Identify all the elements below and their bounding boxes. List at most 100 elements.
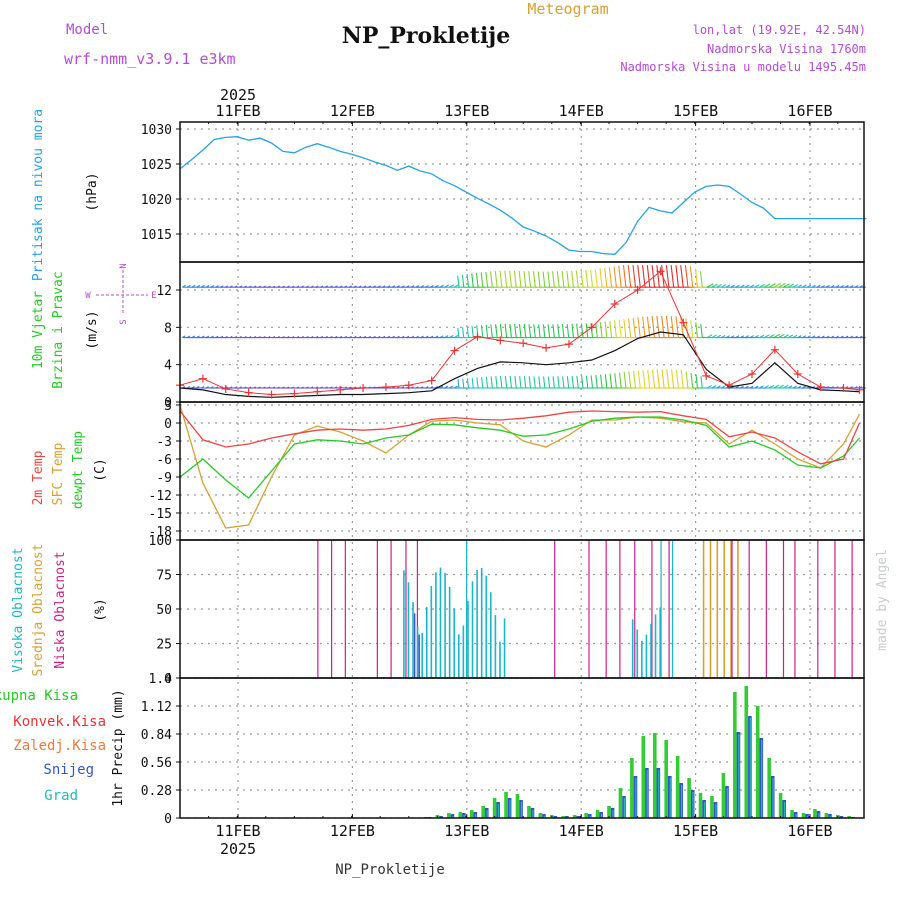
wind-barb [509,323,512,338]
wind-barb [618,372,622,389]
wind-barb [542,324,546,338]
cloud-bar [716,540,719,678]
wind-barb [466,326,470,338]
cloud-bar [723,540,725,678]
wind-barb [494,270,498,288]
precip-hail-bar [486,810,488,818]
precip-total-bar [492,798,497,818]
cloud-bar [654,614,657,678]
cloud-bar [462,625,465,678]
model-elevation-label: Nadmorska Visina u modelu 1495.45m [620,60,866,74]
precip-hail-bar [520,802,523,818]
pressure-unit: (hPa) [85,172,100,211]
wind-barb [480,325,484,338]
y-tick-label: 0.56 [141,756,172,771]
y-tick-label: 1025 [141,158,172,173]
cloud-bar [641,640,643,678]
cloud-bar [485,575,488,678]
cloud-bar [448,586,451,678]
wind-barb [566,376,570,389]
precip-legend-freezing: Zaledj.Kisa [13,738,106,754]
top-day-label: 15FEB [673,102,718,120]
wind-barb [599,268,603,288]
precip-total-bar [641,736,646,818]
wind-barb [504,375,508,389]
wind-barb [476,377,479,389]
wind-barb [627,265,632,288]
temp-title-line2: SFC Temp [51,443,66,506]
cloud-bar [403,570,405,678]
cloud-bar [331,540,333,678]
wind-barb [618,319,622,338]
precip-snow-bar [553,816,558,818]
cloud-bar [467,600,469,678]
year-top: 2025 [220,86,256,104]
cloud-bar [748,540,750,678]
cloud-bar [794,540,796,678]
wind-barb [656,315,660,338]
y-tick-label: -12 [149,489,172,504]
wind-barb [533,376,536,389]
wind-barb [457,379,460,389]
precip-total-bar [813,809,817,818]
cloud-bar [457,634,460,678]
wind-barb [690,320,694,338]
precip-hail-bar [692,792,694,818]
precip-snow-bar [565,816,569,818]
model-name: wrf-nmm_v3.9.1 e3km [64,50,236,68]
wind-barb [543,376,546,389]
cloud-bar [731,540,733,678]
cloud-title-line2: Srednja Oblacnost [31,543,46,676]
temp-unit: (C) [93,458,108,481]
wind-barb [689,266,694,288]
wind-barb [778,282,786,288]
wind-barb [532,271,536,288]
cloud-bar [476,569,478,678]
wind-barb [485,271,489,288]
wind-barb [466,378,470,389]
wind-barb [647,369,651,389]
cloud-bar [851,540,853,678]
y-tick-label: 0 [164,396,172,411]
cloud-bar [421,632,423,678]
precip-total-bar [733,692,737,818]
wind-barb [547,271,551,288]
precip-total-bar [790,810,794,818]
wind-barb [481,377,484,389]
precip-total-bar [458,812,463,818]
wind-barb [590,269,594,288]
panel-frames [176,121,865,819]
precip-total-bar [618,788,623,818]
precip-total-bar [755,706,760,818]
top-day-label: 11FEB [215,102,260,120]
wind-barb [614,373,617,389]
y-tick-label: 1015 [141,228,172,243]
cloud-bar [466,540,468,678]
wind-barb [684,265,689,288]
cloud-bar [413,613,416,678]
wind-barb [665,265,670,288]
cloud-title-line1: Visoka Oblacnost [11,547,26,672]
temp2m-line [179,410,861,465]
precip-hail-bar [532,810,534,818]
precip-hail-bar [726,788,728,818]
precip-total-bar [481,806,485,818]
precip-legend-total: Ukupna Kisa [0,688,78,704]
wind-barb [783,283,790,288]
precip-total-bar [744,686,749,818]
precip-unit: 1hr Precip (mm) [111,689,126,806]
y-tick-label: 4 [164,359,172,374]
wind-barb [613,320,617,338]
wind-barb [537,271,541,288]
precip-total-bar [515,794,520,818]
wind-barb [495,323,498,338]
year-bottom: 2025 [220,840,256,858]
precip-total-bar [527,806,531,818]
precip-snow-bar [439,816,443,818]
precip-hail-bar [784,802,786,818]
sfc-temp-line [179,404,861,529]
precip-total-bar [572,815,577,818]
wind-barb [656,265,660,288]
precip-hail-bar [738,734,740,818]
wind-barb [462,327,465,338]
